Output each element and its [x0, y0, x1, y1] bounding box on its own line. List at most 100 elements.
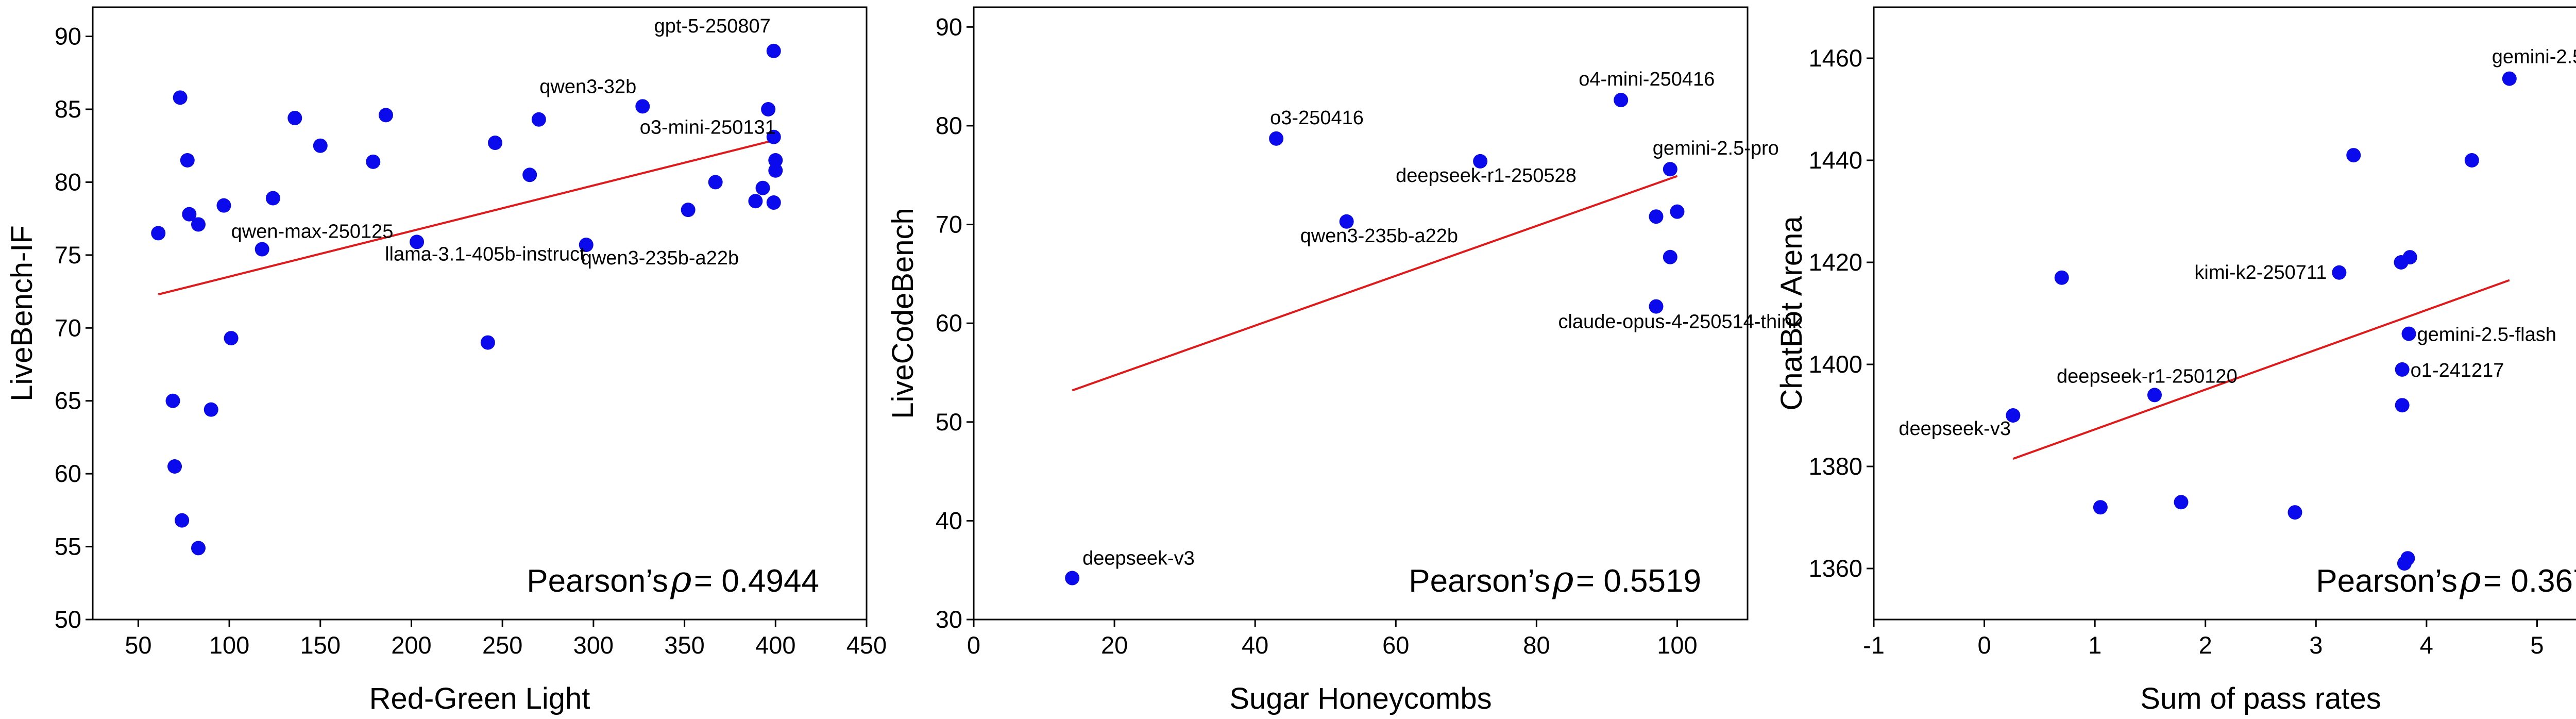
y-axis-label: LiveBench-IF — [5, 225, 39, 402]
y-tick-label: 60 — [55, 460, 81, 487]
data-point — [681, 203, 696, 218]
plot-area-frame — [973, 6, 1749, 621]
pearson-annotation: Pearson’s ρ = 0.3675 — [2316, 558, 2576, 600]
x-tick-label: 350 — [664, 631, 704, 659]
y-tick-label: 1360 — [1808, 555, 1862, 582]
data-point — [2401, 326, 2416, 341]
data-point — [191, 217, 206, 232]
regression-line — [1072, 175, 1678, 392]
x-tick-label: 80 — [1523, 631, 1550, 659]
x-tick-label: 0 — [1978, 631, 1991, 659]
regression-line — [2012, 279, 2510, 460]
data-point — [2287, 505, 2302, 520]
data-point — [204, 402, 218, 417]
y-tick-label: 50 — [55, 606, 81, 633]
x-tick-label: 100 — [209, 631, 249, 659]
data-point — [378, 108, 393, 123]
x-tick-label: 0 — [967, 631, 980, 659]
x-ticks: 0 20 40 60 80 100 — [967, 620, 1698, 659]
x-tick-label: 300 — [573, 631, 614, 659]
data-point-label: kimi-k2-250711 — [2194, 262, 2327, 283]
data-point — [768, 163, 783, 178]
point-labels: deepseek-v3 o3-250416 qwen3-235b-a22b deeps… — [1082, 69, 1803, 569]
plot-area-frame — [92, 6, 868, 621]
data-point — [2395, 362, 2410, 377]
data-point — [2400, 551, 2415, 566]
data-point — [224, 331, 239, 346]
data-point — [2093, 500, 2108, 515]
chart-panel-red-green-light: 50 100 150 200 250 300 350 400 450 50 55 60 65 70 75 8… — [5, 6, 887, 715]
data-point — [2174, 495, 2189, 510]
x-axis-label: Sum of pass rates — [2140, 682, 2381, 715]
data-point — [761, 102, 776, 116]
x-tick-label: 200 — [391, 631, 431, 659]
y-tick-label: 1440 — [1808, 146, 1862, 174]
data-point — [173, 90, 188, 105]
y-tick-label: 85 — [55, 95, 81, 123]
data-point-label: gemini-2.5-pro — [1653, 138, 1779, 159]
y-tick-label: 50 — [936, 408, 962, 436]
data-point — [1663, 249, 1677, 264]
x-tick-label: 20 — [1101, 631, 1128, 659]
data-point — [175, 513, 190, 528]
data-point-label: qwen3-235b-a22b — [581, 247, 739, 269]
data-point-label: gpt-5-250807 — [654, 15, 771, 37]
data-point — [2346, 148, 2361, 163]
data-point-label: deepseek-r1-250120 — [2057, 365, 2238, 387]
data-point — [366, 154, 381, 169]
data-point — [708, 175, 723, 190]
data-point — [1649, 299, 1664, 314]
data-point-label: o3-mini-250131 — [640, 117, 776, 139]
data-point — [522, 168, 537, 182]
x-tick-label: 3 — [2309, 631, 2323, 659]
y-tick-label: 1420 — [1808, 248, 1862, 276]
data-point — [1473, 154, 1488, 169]
data-point — [216, 198, 231, 213]
data-point — [2332, 265, 2347, 280]
data-point-label: o4-mini-250416 — [1579, 69, 1715, 90]
regression-line — [158, 139, 776, 296]
data-point-label: claude-opus-4-250514-think — [1558, 311, 1802, 333]
data-point — [766, 129, 781, 144]
x-tick-label: 450 — [846, 631, 887, 659]
data-point-label: qwen3-235b-a22b — [1300, 225, 1458, 247]
data-point-label: qwen-max-250125 — [231, 221, 394, 243]
data-point — [1339, 214, 1354, 229]
y-ticks: 50 55 60 65 70 75 80 85 90 — [55, 23, 93, 633]
data-point — [151, 226, 166, 241]
data-point — [2502, 71, 2517, 86]
data-point — [180, 153, 195, 168]
data-point — [255, 242, 269, 257]
data-points — [151, 43, 783, 556]
trendline — [1072, 175, 1678, 392]
y-tick-label: 1380 — [1808, 453, 1862, 480]
y-tick-label: 70 — [936, 211, 962, 238]
y-axis-label: LiveCodeBench — [886, 208, 920, 419]
data-point — [748, 194, 763, 209]
data-point-label: o1-241217 — [2411, 360, 2504, 381]
y-ticks: 30 40 50 60 70 80 90 — [936, 13, 974, 633]
y-tick-label: 1400 — [1808, 350, 1862, 378]
plot-area-frame — [1873, 6, 2576, 621]
x-axis-label: Red-Green Light — [369, 682, 590, 715]
x-tick-label: 50 — [125, 631, 151, 659]
x-tick-label: 150 — [300, 631, 341, 659]
data-point-label: llama-3.1-405b-instruct — [385, 243, 585, 265]
data-point-label: gemini-2.5-flash — [2417, 324, 2556, 346]
data-point — [410, 235, 425, 249]
data-point — [1065, 571, 1080, 586]
y-axis-label: ChatBot Arena — [1775, 216, 1808, 411]
data-points — [1065, 93, 1685, 586]
data-point-label: qwen3-32b — [539, 76, 636, 97]
point-labels: qwen-max-250125llama-3.1-405b-instructqw… — [231, 15, 776, 269]
y-tick-label: 80 — [55, 168, 81, 195]
data-point — [167, 459, 182, 474]
x-tick-label: 1 — [2088, 631, 2102, 659]
x-tick-label: 2 — [2199, 631, 2212, 659]
data-point — [1269, 131, 1284, 146]
data-point — [766, 43, 781, 58]
data-point — [480, 335, 495, 350]
x-tick-label: 40 — [1242, 631, 1268, 659]
x-tick-label: 60 — [1382, 631, 1409, 659]
